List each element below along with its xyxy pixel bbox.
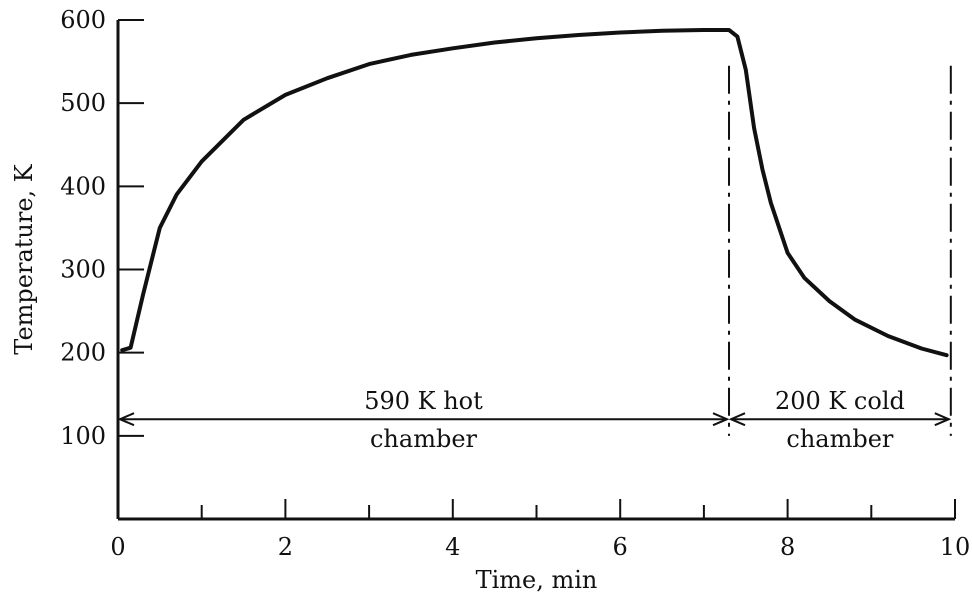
x-tick-label: 8 bbox=[780, 533, 795, 561]
x-tick-label: 4 bbox=[445, 533, 460, 561]
y-tick-label: 200 bbox=[60, 339, 106, 367]
phase-arrows bbox=[117, 412, 952, 427]
hot-chamber-label-line2: chamber bbox=[370, 425, 478, 453]
x-tick-label: 0 bbox=[110, 533, 125, 561]
x-axis-title: Time, min bbox=[476, 566, 598, 594]
cold-chamber-label-line1: 200 K cold bbox=[775, 387, 905, 415]
temperature-curve bbox=[120, 28, 949, 358]
y-tick-label: 300 bbox=[60, 256, 106, 284]
arrow-head-left bbox=[728, 412, 746, 427]
x-tick-label: 10 bbox=[940, 533, 971, 561]
arrow-head-left bbox=[117, 412, 135, 427]
y-tick-label: 100 bbox=[60, 422, 106, 450]
x-ticks: 0 2 4 6 8 10 bbox=[110, 499, 970, 561]
phase-boundaries bbox=[728, 65, 952, 436]
y-ticks: 100 200 300 400 500 600 bbox=[60, 6, 144, 450]
arrow-head-right bbox=[712, 412, 730, 427]
cold-chamber-label-line2: chamber bbox=[786, 425, 894, 453]
hot-chamber-label-line1: 590 K hot bbox=[364, 387, 483, 415]
y-tick-label: 600 bbox=[60, 6, 106, 34]
y-axis-title: Temperature, K bbox=[10, 163, 38, 354]
arrow-head-right bbox=[934, 412, 952, 427]
x-tick-label: 2 bbox=[278, 533, 293, 561]
y-tick-label: 500 bbox=[60, 89, 106, 117]
y-tick-label: 400 bbox=[60, 172, 106, 200]
x-tick-label: 6 bbox=[613, 533, 628, 561]
